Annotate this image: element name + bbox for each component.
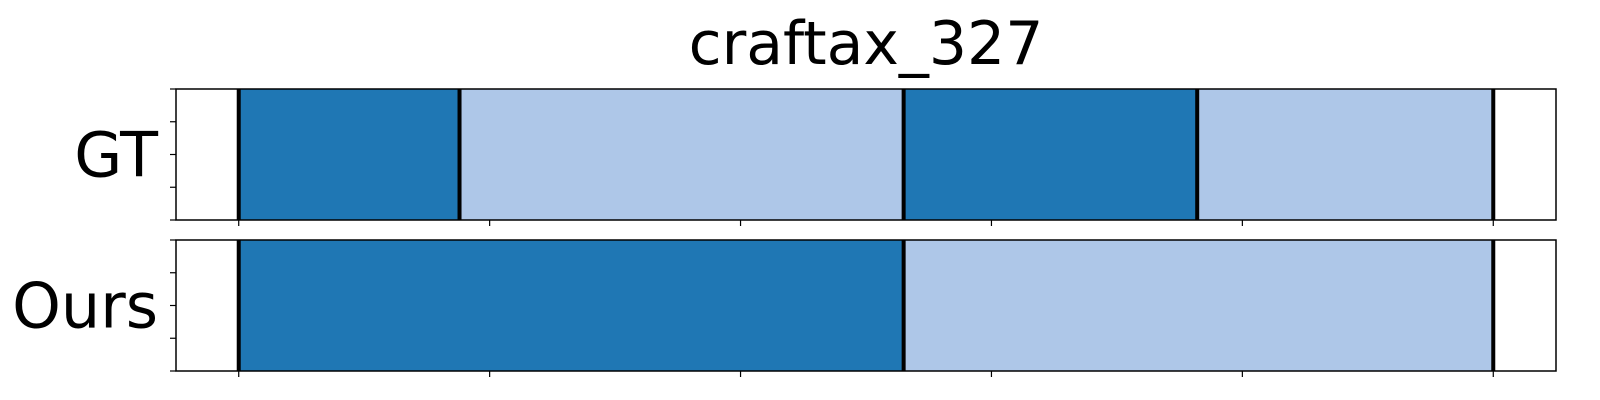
segment-ours-1	[903, 240, 1494, 371]
row-ours: Ours	[12, 239, 1557, 377]
segment-gt-0	[238, 89, 460, 220]
segment-gt-1	[459, 89, 904, 220]
row-label-gt: GT	[74, 119, 159, 192]
row-gt: GT	[74, 88, 1557, 226]
segment-gt-3	[1197, 89, 1494, 220]
chart-rows: GT Ours	[12, 88, 1557, 377]
segment-ours-0	[238, 240, 904, 371]
segment-gt-2	[903, 89, 1198, 220]
chart-title: craftax_327	[689, 9, 1044, 79]
row-label-ours: Ours	[12, 270, 158, 343]
